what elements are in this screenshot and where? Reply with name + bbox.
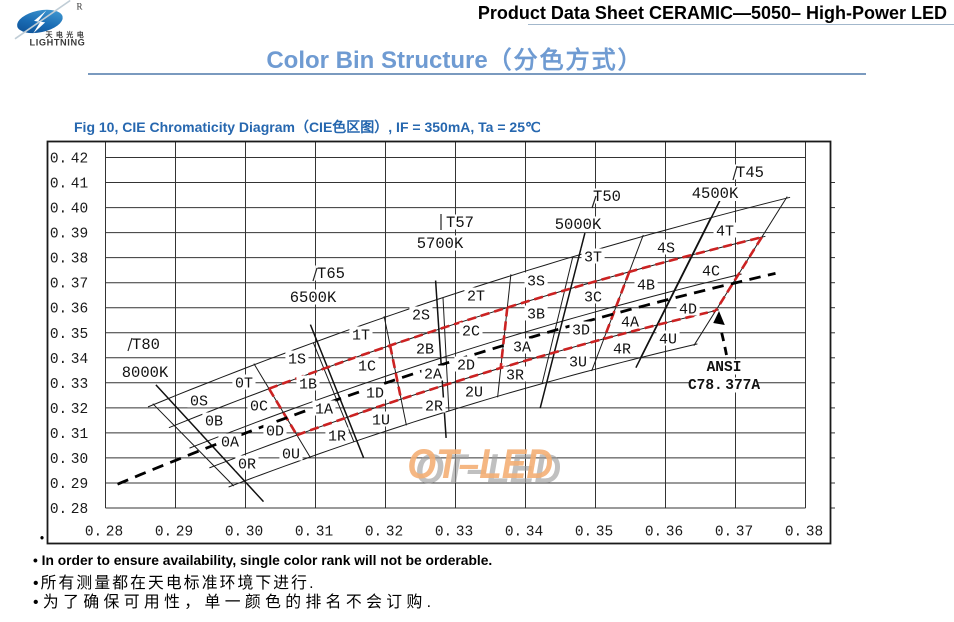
svg-text:0.35: 0. 35 (575, 525, 613, 541)
svg-text:0.40: 0. 40 (50, 202, 88, 218)
svg-text:0.36: 0. 36 (645, 525, 683, 541)
svg-text:0D: 0D (266, 424, 284, 441)
svg-text:0.35: 0. 35 (50, 327, 88, 343)
svg-text:0.28: 0. 28 (50, 502, 88, 518)
svg-text:4T: 4T (716, 224, 734, 241)
svg-text:0.28: 0. 28 (85, 525, 123, 541)
svg-text:0A: 0A (221, 435, 239, 452)
svg-text:2T: 2T (467, 289, 485, 306)
svg-text:0.37: 0. 37 (50, 277, 88, 293)
svg-text:T65: T65 (317, 265, 345, 283)
svg-text:4A: 4A (621, 315, 639, 332)
svg-text:T50: T50 (593, 188, 621, 206)
svg-text:4B: 4B (637, 278, 655, 295)
svg-text:3A: 3A (513, 340, 531, 357)
svg-text:6500K: 6500K (290, 289, 337, 307)
svg-text:0.39: 0. 39 (50, 227, 88, 243)
svg-text:3T: 3T (584, 250, 602, 267)
svg-text:4500K: 4500K (692, 185, 739, 203)
svg-text:0.42: 0. 42 (50, 152, 88, 168)
svg-text:4D: 4D (679, 302, 697, 319)
svg-text:3R: 3R (506, 368, 524, 385)
svg-text:1S: 1S (288, 352, 306, 369)
svg-text:4C: 4C (702, 264, 720, 281)
svg-text:T45: T45 (736, 164, 764, 182)
svg-text:0.30: 0. 30 (50, 452, 88, 468)
svg-text:1D: 1D (366, 386, 384, 403)
svg-text:0.34: 0. 34 (505, 525, 543, 541)
svg-text:0.31: 0. 31 (50, 427, 88, 443)
svg-text:1B: 1B (299, 377, 317, 394)
svg-text:4U: 4U (659, 332, 677, 349)
svg-text:8000K: 8000K (122, 364, 169, 382)
svg-text:ANSI: ANSI (707, 360, 742, 376)
svg-text:OT–LED: OT–LED (407, 441, 553, 488)
svg-text:0.29: 0. 29 (50, 477, 88, 493)
svg-text:4R: 4R (613, 342, 631, 359)
svg-text:3D: 3D (572, 323, 590, 340)
svg-text:0T: 0T (235, 376, 253, 393)
svg-text:3C: 3C (584, 290, 602, 307)
svg-text:0B: 0B (205, 414, 223, 431)
svg-text:LIGHTNING: LIGHTNING (30, 37, 86, 47)
svg-text:5700K: 5700K (417, 235, 464, 253)
svg-text:2D: 2D (457, 358, 475, 375)
svg-text:0.33: 0. 33 (50, 377, 88, 393)
svg-text:0.38: 0. 38 (50, 252, 88, 268)
svg-text:OT–LED: OT–LED (415, 446, 561, 493)
svg-text:0.30: 0. 30 (225, 525, 263, 541)
svg-text:0.41: 0. 41 (50, 177, 88, 193)
svg-text:4S: 4S (657, 241, 675, 258)
svg-text:3U: 3U (569, 355, 587, 372)
svg-text:0.32: 0. 32 (365, 525, 403, 541)
svg-text:0.36: 0. 36 (50, 302, 88, 318)
svg-text:0.34: 0. 34 (50, 352, 88, 368)
svg-text:2U: 2U (465, 385, 483, 402)
svg-text:0C: 0C (250, 399, 268, 416)
svg-text:3B: 3B (527, 307, 545, 324)
svg-text:0U: 0U (282, 447, 300, 464)
svg-text:0R: 0R (238, 457, 256, 474)
svg-text:2A: 2A (424, 367, 442, 384)
svg-text:0.32: 0. 32 (50, 402, 88, 418)
svg-text:0S: 0S (190, 394, 208, 411)
svg-text:2R: 2R (425, 399, 443, 416)
svg-text:2S: 2S (412, 308, 430, 325)
svg-text:0.31: 0. 31 (295, 525, 333, 541)
svg-text:1A: 1A (315, 402, 333, 419)
svg-text:5000K: 5000K (555, 216, 602, 234)
svg-text:0.33: 0. 33 (435, 525, 473, 541)
svg-text:1R: 1R (328, 429, 346, 446)
svg-text:T80: T80 (132, 336, 160, 354)
svg-text:2B: 2B (416, 342, 434, 359)
svg-text:1C: 1C (358, 359, 376, 376)
svg-text:1T: 1T (352, 328, 370, 345)
svg-text:天电光电: 天电光电 (46, 30, 88, 39)
svg-text:T57: T57 (446, 214, 474, 232)
svg-text:0.29: 0. 29 (155, 525, 193, 541)
svg-text:2C: 2C (462, 324, 480, 341)
svg-text:1U: 1U (372, 413, 390, 430)
svg-text:3S: 3S (527, 274, 545, 291)
svg-text:0.37: 0. 37 (715, 525, 753, 541)
svg-text:R: R (77, 2, 83, 12)
svg-text:0.38: 0. 38 (785, 525, 823, 541)
